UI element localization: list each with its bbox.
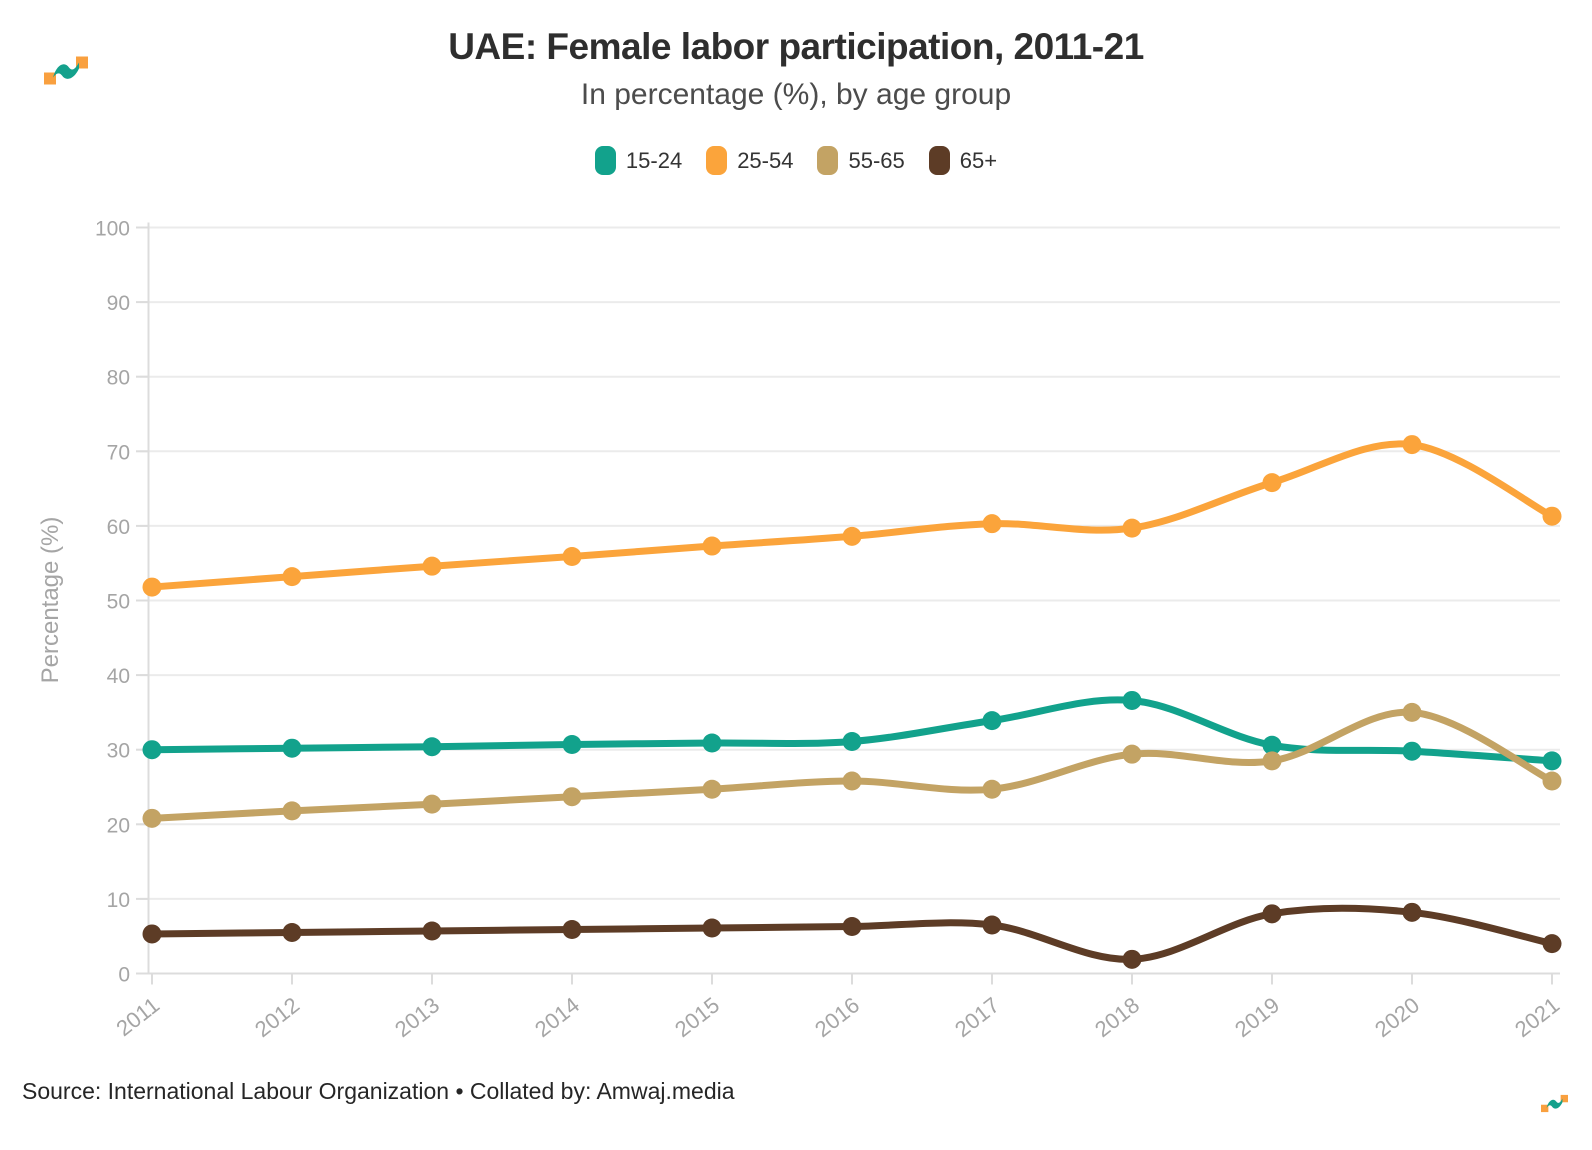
chart-title: UAE: Female labor participation, 2011-21 [448,26,1144,67]
data-point-15-24-2020 [1402,741,1422,761]
data-point-65+-2018 [1122,949,1142,969]
data-point-55-65-2018 [1122,744,1142,764]
data-point-65+-2014 [562,919,582,939]
legend-swatch-15-24 [594,146,616,175]
data-point-25-54-2021 [1542,506,1562,526]
data-point-55-65-2017 [982,779,1002,799]
data-point-15-24-2013 [422,737,442,757]
legend-item-15-24: 15-24 [594,146,683,175]
legend-swatch-65+ [928,146,950,175]
series-line-25-54 [148,440,1556,591]
data-point-25-54-2019 [1262,473,1282,493]
ytick-label-70: 70 [107,441,130,464]
data-point-55-65-2013 [422,794,442,814]
data-point-55-65-2012 [282,801,302,821]
xtick-label-2015: 2015 [670,992,724,1042]
data-point-55-65-2015 [702,779,722,799]
xtick-label-2020: 2020 [1370,992,1424,1042]
xtick-label-2018: 2018 [1090,992,1144,1042]
data-point-15-24-2011 [142,740,162,760]
data-point-25-54-2011 [142,577,162,597]
ytick-label-10: 10 [107,889,130,912]
data-point-65+-2015 [702,918,722,938]
data-point-15-24-2016 [842,731,862,751]
xtick-label-2011: 2011 [111,992,164,1041]
ytick-label-80: 80 [107,367,130,390]
data-point-65+-2020 [1402,902,1422,922]
data-point-15-24-2017 [982,711,1002,731]
data-point-25-54-2014 [562,546,582,566]
data-point-15-24-2021 [1542,751,1562,771]
data-point-65+-2019 [1262,904,1282,924]
xtick-label-2019: 2019 [1230,992,1284,1042]
chart-subtitle: In percentage (%), by age group [580,78,1012,111]
ytick-label-0: 0 [118,964,130,987]
data-point-55-65-2021 [1542,771,1562,791]
data-point-15-24-2015 [702,733,722,753]
data-point-65+-2021 [1542,934,1562,954]
legend-label-65+: 65+ [959,147,998,173]
ytick-label-60: 60 [107,516,130,539]
legend-item-55-65: 55-65 [817,146,905,175]
data-point-25-54-2015 [702,536,722,556]
data-point-65+-2012 [282,922,302,942]
xtick-label-2013: 2013 [390,992,444,1042]
data-point-55-65-2019 [1262,751,1282,771]
data-point-55-65-2020 [1402,702,1422,722]
data-point-15-24-2019 [1262,735,1282,755]
legend-label-25-54: 25-54 [737,147,794,173]
data-point-55-65-2011 [142,808,162,828]
data-point-15-24-2018 [1122,690,1142,710]
data-point-25-54-2020 [1402,435,1422,455]
legend-item-25-54: 25-54 [706,146,793,175]
data-point-25-54-2018 [1122,518,1142,538]
data-point-25-54-2012 [282,567,302,587]
xtick-label-2014: 2014 [530,992,584,1042]
data-point-65+-2016 [842,917,862,937]
ytick-label-40: 40 [107,665,130,688]
data-point-55-65-2016 [842,771,862,791]
source-attribution: Source: International Labour Organizatio… [22,1078,735,1104]
xtick-label-2016: 2016 [810,992,864,1042]
legend-swatch-25-54 [706,146,728,175]
series-line-55-65 [148,708,1556,822]
amwaj-logo-bottom-right [1541,1094,1568,1113]
data-point-65+-2011 [142,924,162,944]
y-axis-title: Percentage (%) [37,517,64,684]
legend-item-65+: 65+ [928,146,998,175]
ytick-label-90: 90 [107,292,130,315]
legend-label-55-65: 55-65 [848,147,905,173]
ytick-label-30: 30 [107,740,130,763]
xtick-label-2017: 2017 [950,992,1004,1042]
xtick-label-2012: 2012 [250,992,304,1042]
data-point-25-54-2013 [422,556,442,576]
data-point-15-24-2012 [282,738,302,758]
legend-label-15-24: 15-24 [625,147,683,173]
ytick-label-50: 50 [107,591,130,614]
data-point-15-24-2014 [562,734,582,754]
data-point-55-65-2014 [562,787,582,807]
data-point-65+-2013 [422,921,442,941]
data-point-65+-2017 [982,915,1002,935]
xtick-label-2021: 2021 [1510,992,1564,1042]
ytick-label-20: 20 [107,814,130,837]
data-point-25-54-2017 [982,514,1002,534]
legend-swatch-55-65 [817,146,839,175]
ytick-label-100: 100 [95,218,130,241]
amwaj-logo-top-left [44,56,88,85]
data-point-25-54-2016 [842,526,862,546]
chart-legend: 15-24 25-54 55-65 65+ [0,146,1592,175]
